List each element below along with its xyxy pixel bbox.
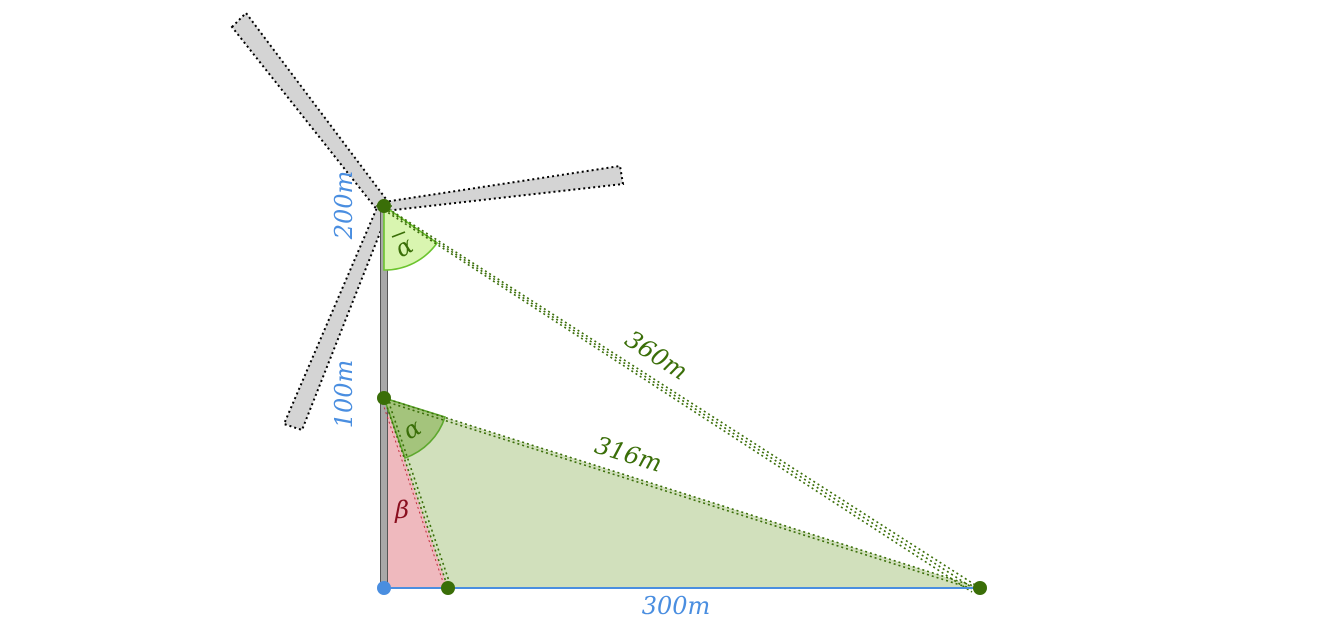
- label-200m: 200m: [330, 171, 358, 241]
- blade-upper-left: [230, 11, 391, 213]
- point-top: [377, 199, 391, 213]
- label-100m: 100m: [330, 360, 358, 429]
- point-near: [441, 581, 455, 595]
- line-mid-to-near-2: [386, 396, 452, 588]
- line-red-edge: [380, 397, 446, 589]
- label-beta: β: [394, 496, 409, 524]
- line-top-to-far-3: [383, 209, 973, 593]
- point-mid: [377, 391, 391, 405]
- point-far: [973, 581, 987, 595]
- label-300m: 300m: [642, 592, 711, 620]
- alpha-top-wedge: [383, 204, 439, 271]
- angle-tick: [391, 231, 406, 238]
- blade-lower-left: [282, 201, 391, 432]
- line-mid-to-far-1: [383, 397, 981, 589]
- point-base: [377, 581, 391, 595]
- line-mid-to-far-2: [383, 400, 977, 591]
- alpha-mid-wedge: [382, 396, 447, 460]
- blade-right: [382, 164, 625, 213]
- line-mid-to-near-1: [383, 397, 449, 589]
- sight-lines: [376, 205, 981, 593]
- label-360m: 360m: [620, 325, 693, 386]
